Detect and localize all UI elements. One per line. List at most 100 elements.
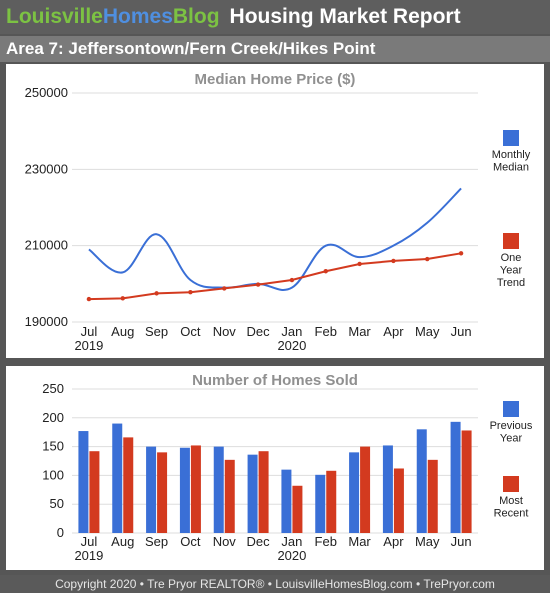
y-tick-label: 190000	[25, 314, 68, 329]
legend-label: Previous	[490, 420, 533, 432]
homes-sold-chart: Number of Homes Sold 0 50 100 150 200 250 Jul Au…	[42, 372, 533, 563]
legend-label: Recent	[494, 508, 529, 520]
y-tick-label: 230000	[25, 161, 68, 176]
bar	[315, 474, 326, 533]
x-year-label: 2020	[277, 338, 306, 353]
data-point	[188, 290, 193, 295]
bar	[146, 446, 157, 533]
legend-label: Monthly	[492, 149, 531, 161]
bar	[427, 459, 438, 533]
bar	[461, 430, 472, 533]
x-tick-label: May	[415, 324, 440, 339]
data-point	[458, 251, 464, 256]
bar	[112, 423, 123, 533]
y-tick-label: 100	[42, 467, 64, 482]
bar	[360, 446, 371, 533]
bar	[78, 431, 89, 533]
legend-label: One	[501, 252, 522, 264]
x-tick-label: Dec	[247, 324, 271, 339]
data-point	[289, 277, 295, 283]
bar	[247, 454, 258, 533]
area-title: Area 7: Jeffersontown/Fern Creek/Hikes P…	[6, 39, 376, 58]
data-point	[120, 296, 125, 301]
data-point	[222, 286, 227, 291]
bar	[393, 468, 404, 533]
legend-label: Year	[500, 265, 523, 277]
bar	[416, 429, 427, 533]
x-tick-label: Mar	[348, 324, 371, 339]
x-tick-label: Jan	[281, 324, 302, 339]
x-year-label: 2019	[74, 338, 103, 353]
chart-title: Median Home Price ($)	[195, 71, 356, 88]
legend-label: Trend	[497, 277, 525, 289]
legend-label: Year	[500, 433, 523, 445]
x-tick-label: Sep	[145, 324, 168, 339]
x-tick-label: Nov	[213, 324, 237, 339]
legend-swatch	[503, 401, 519, 417]
x-tick-label: Feb	[315, 534, 337, 549]
data-point	[323, 269, 328, 274]
bar	[326, 470, 337, 533]
bar	[224, 459, 235, 533]
chart-title: Number of Homes Sold	[192, 372, 358, 389]
area-bar: Area 7: Jeffersontown/Fern Creek/Hikes P…	[0, 36, 550, 62]
x-year-label: 2019	[74, 548, 103, 563]
legend-label: Median	[493, 162, 529, 174]
bar	[157, 452, 168, 533]
data-point	[86, 296, 92, 302]
median-price-chart: Median Home Price ($) 190000 210000 230000 2…	[25, 71, 531, 353]
report-title: Housing Market Report	[229, 5, 461, 28]
bar	[281, 469, 292, 533]
x-tick-label: Jun	[451, 324, 472, 339]
x-year-label: 2020	[277, 548, 306, 563]
brand-logo: LouisvilleHomesBlog	[6, 5, 220, 28]
y-tick-label: 250000	[25, 85, 68, 100]
x-tick-label: Sep	[145, 534, 168, 549]
copyright-text: Copyright 2020 • Tre Pryor REALTOR® • Lo…	[55, 577, 495, 591]
report-header: LouisvilleHomesBlog Housing Market Repor…	[0, 0, 550, 34]
x-tick-label: Aug	[111, 534, 134, 549]
x-tick-label: Jun	[451, 534, 472, 549]
legend-swatch	[503, 476, 519, 492]
bar	[258, 451, 269, 533]
bar	[179, 447, 190, 533]
data-point	[154, 291, 159, 296]
data-point	[255, 282, 261, 287]
x-tick-label: May	[415, 534, 440, 549]
data-point	[357, 261, 362, 267]
x-tick-label: Feb	[315, 324, 337, 339]
bar	[213, 446, 224, 533]
y-tick-label: 50	[50, 496, 64, 511]
x-tick-label: Jul	[81, 324, 98, 339]
x-tick-label: Jul	[81, 534, 98, 549]
bar	[123, 437, 134, 533]
series-line	[88, 187, 462, 291]
homes-sold-chart-panel: Number of Homes Sold 0 50 100 150 200 250 Jul Au…	[6, 366, 544, 570]
bar	[450, 421, 461, 533]
bar	[89, 451, 100, 533]
bar	[292, 485, 303, 533]
legend-label: Most	[499, 495, 523, 507]
x-tick-label: Apr	[383, 324, 404, 339]
data-point	[425, 256, 430, 262]
bar	[349, 452, 360, 533]
y-tick-label: 0	[57, 525, 64, 540]
legend-swatch	[503, 233, 519, 249]
bar	[190, 445, 201, 533]
x-tick-label: Oct	[180, 324, 201, 339]
legend-swatch	[503, 130, 519, 146]
series-line	[88, 252, 462, 301]
x-tick-label: Aug	[111, 324, 134, 339]
y-tick-label: 150	[42, 439, 64, 454]
x-tick-label: Dec	[247, 534, 271, 549]
footer: Copyright 2020 • Tre Pryor REALTOR® • Lo…	[0, 575, 550, 593]
median-price-chart-panel: Median Home Price ($) 190000 210000 230000 2…	[6, 64, 544, 358]
x-tick-label: Jan	[281, 534, 302, 549]
bar	[382, 445, 393, 533]
y-tick-label: 200	[42, 410, 64, 425]
y-tick-label: 250	[42, 381, 64, 396]
x-tick-label: Nov	[213, 534, 237, 549]
x-tick-label: Mar	[348, 534, 371, 549]
data-point	[391, 258, 396, 264]
x-tick-label: Oct	[180, 534, 201, 549]
